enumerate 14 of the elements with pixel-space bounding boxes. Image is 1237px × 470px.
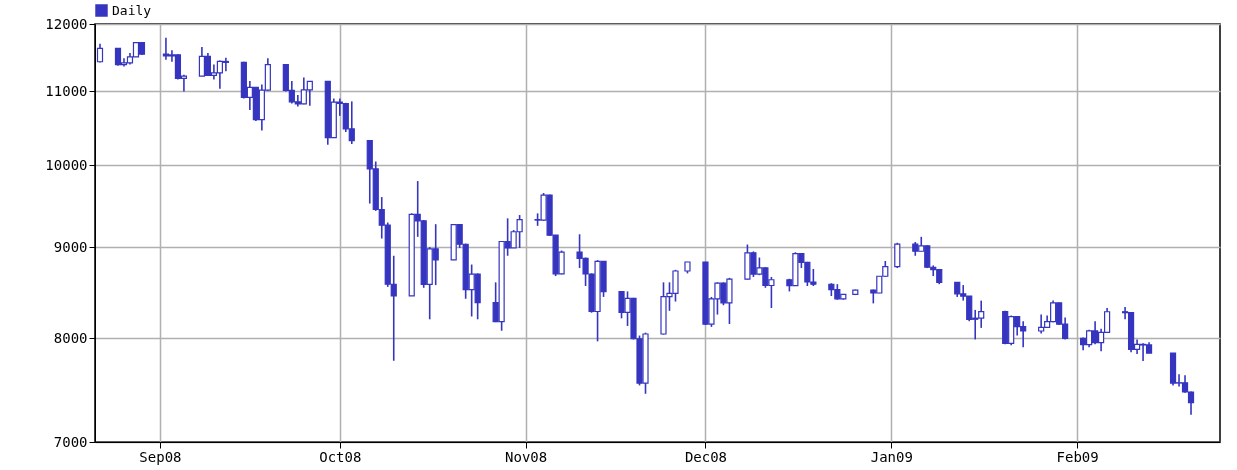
x-tick-label: Dec08 (684, 448, 728, 465)
candlestick (894, 242, 901, 269)
y-tick-label: 12000 (45, 15, 88, 32)
x-tick-label: Feb09 (1056, 448, 1099, 465)
y-tick-label: 10000 (45, 156, 88, 173)
x-tick-label: Nov08 (505, 448, 548, 465)
x-tick-label: Jan09 (870, 448, 913, 465)
x-tick-label: Oct08 (319, 448, 362, 465)
y-tick-label: 11000 (45, 82, 88, 99)
legend-label: Daily (112, 2, 152, 18)
y-tick-label: 9000 (53, 238, 88, 255)
x-tick-label: Sep08 (139, 448, 182, 465)
y-tick-label: 7000 (53, 433, 88, 450)
y-tick-label: 8000 (53, 329, 88, 346)
